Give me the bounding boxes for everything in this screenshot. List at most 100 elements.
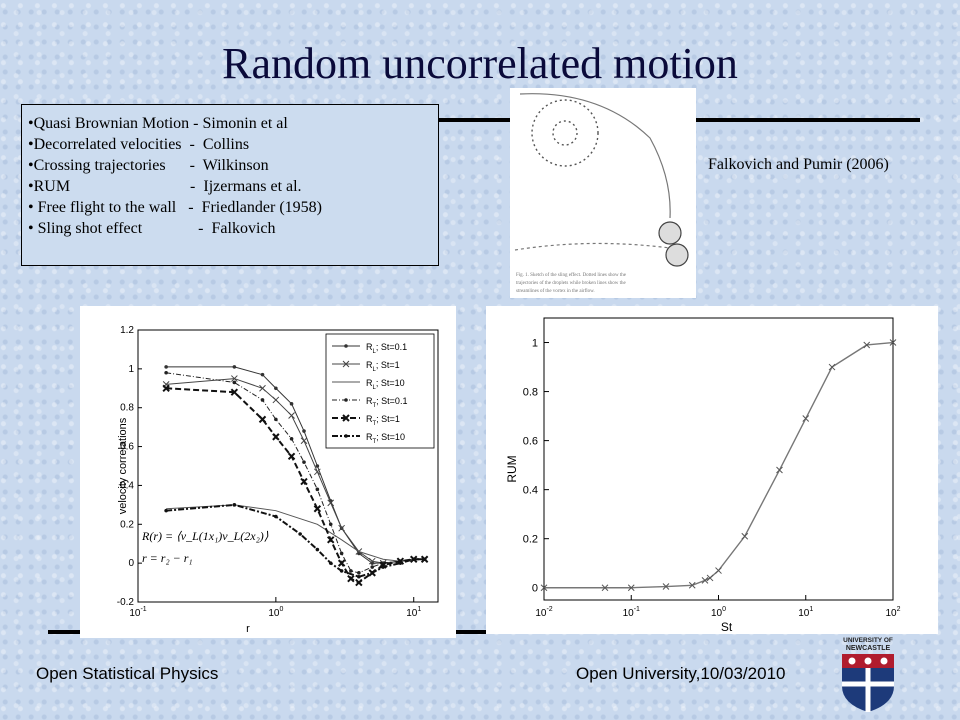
data-point [889,339,897,346]
data-point [315,487,320,492]
bullet-item: •Crossing trajectories - Wilkinson [28,157,269,174]
data-point [328,561,333,565]
axis-label: velocity correlations [117,417,129,514]
axis-label: RUM [505,455,519,482]
y-tick-label: 0.8 [523,387,538,399]
bullet-item: • Free flight to the wall - Friedlander … [28,199,322,216]
y-tick-label: 1 [532,338,538,350]
data-point [339,569,344,573]
data-point [274,386,278,391]
data-point [398,561,403,565]
series-line [544,341,894,589]
university-logo: UNIVERSITY OF NEWCASTLE [832,634,904,714]
data-point [300,477,308,486]
data-point [627,584,635,592]
x-tick-label: 100 [711,606,726,619]
data-point [162,384,170,392]
y-tick-label: 1.2 [120,325,134,336]
data-point [231,375,238,382]
y-tick-label: 0 [532,583,538,595]
y-tick-label: 0.2 [120,519,134,530]
data-point [259,384,266,392]
data-point [741,532,749,540]
data-point [327,499,335,507]
bullet-item: •RUM - Ijzermans et al. [28,178,302,195]
data-point [164,508,168,513]
x-tick-label: 100 [268,606,283,619]
data-point [355,578,363,587]
data-point [347,574,355,583]
data-point [328,522,333,527]
velocity-correlation-svg: -0.2 0 0.2 0.4 0.6 0.8 1 1.2 10-1 100 101 r velocity… [117,325,439,635]
data-point [232,380,237,385]
legend-label: RL; St=1 [366,360,400,373]
data-point [230,388,239,396]
y-tick-label: 0.6 [523,436,538,448]
data-point [288,412,295,419]
data-point [344,434,348,438]
data-point [706,574,714,582]
droplet [665,243,689,267]
data-point [357,574,361,579]
data-point [232,365,237,369]
data-point [274,514,278,519]
airflow-streamline [514,242,671,251]
sketch-caption-line: Fig. 1. Sketch of the sling effect. Dott… [516,273,627,278]
y-tick-label: 1 [128,364,134,375]
y-tick-label: 0.6 [120,442,134,453]
bullet-item: •Quasi Brownian Motion - Simonin et al [28,115,288,132]
y-tick-label: 0 [128,558,134,569]
data-point [422,557,427,562]
sketch-caption-line: trajectories of the droplets while broke… [516,281,626,286]
legend-label: RL; St=10 [366,378,405,391]
data-point [342,360,350,368]
data-point [289,437,294,441]
data-point [357,571,361,575]
droplet [658,221,682,245]
y-tick-label: 0.2 [523,534,538,546]
bottom-rule-left [48,630,82,634]
x-tick-label: 10-1 [623,606,640,619]
data-point [701,577,709,584]
data-point [540,584,548,592]
data-point [339,551,344,556]
data-point [315,547,320,552]
data-point [349,569,353,573]
data-point [342,414,350,422]
data-point [327,536,335,544]
data-point [313,505,322,513]
data-point [337,559,346,567]
data-point [302,429,306,433]
logo-text-line: NEWCASTLE [846,645,891,652]
sketch-caption-line: streamlines of the vortex in the airflow… [516,289,595,294]
data-point [381,565,385,569]
bullet-item: •Decorrelated velocities - Collins [28,136,250,153]
data-point [272,433,280,441]
data-point [368,557,376,565]
legend-label: RT; St=0.1 [366,396,407,409]
data-point [232,503,237,507]
y-tick-label: 0.4 [523,485,538,497]
plot-frame [137,329,439,603]
sling-effect-drawing: Fig. 1. Sketch of the sling effect. Dott… [514,93,689,294]
logo-text-line: UNIVERSITY OF [843,637,893,644]
axis-label: r [246,623,250,635]
footer-right: Open University,10/03/2010 [576,664,786,683]
data-point [601,584,609,592]
footer-left: Open Statistical Physics [36,664,219,683]
data-point [164,365,168,369]
data-point [338,524,345,532]
y-tick-label: -0.2 [117,597,135,608]
series-line [166,372,425,574]
data-point [274,417,278,422]
newcastle-crest-icon: UNIVERSITY OF NEWCASTLE [842,637,894,712]
data-point [370,565,375,569]
title-underline-right [696,118,920,122]
legend-label: RT; St=1 [366,414,400,427]
y-tick-label: 0.4 [120,480,134,491]
crest-charge [848,657,856,665]
crest-cross [842,668,894,712]
legend-label: RL; St=0.1 [366,342,407,355]
vortex-streamline-outer [531,99,599,167]
axis-label: St [721,620,733,634]
